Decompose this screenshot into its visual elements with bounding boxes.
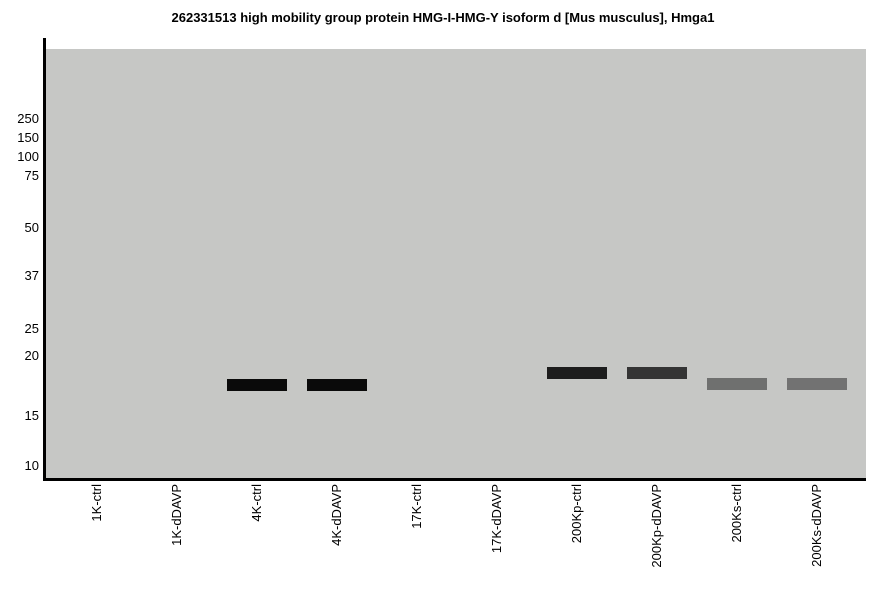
- gel-band: [227, 379, 287, 391]
- y-tick-label: 150: [17, 130, 39, 145]
- gel-band: [787, 378, 847, 390]
- y-tick-label: 37: [24, 268, 39, 283]
- lane-label: 4K-ctrl: [249, 484, 264, 522]
- gel-band: [307, 379, 367, 391]
- lane-label: 1K-dDAVP: [169, 484, 184, 546]
- gel-band: [547, 367, 607, 379]
- lane-label: 200Ks-ctrl: [729, 484, 744, 543]
- lane-label: 17K-ctrl: [409, 484, 424, 529]
- y-tick-label: 25: [24, 321, 39, 336]
- y-tick-label: 20: [24, 348, 39, 363]
- y-tick-label: 15: [24, 408, 39, 423]
- y-axis-line: [43, 38, 46, 481]
- y-tick-label: 10: [24, 458, 39, 473]
- lane-label: 4K-dDAVP: [329, 484, 344, 546]
- lane-label: 17K-dDAVP: [489, 484, 504, 554]
- y-tick-label: 100: [17, 149, 39, 164]
- lane-label: 200Kp-dDAVP: [649, 484, 664, 568]
- x-axis-line: [43, 478, 866, 481]
- lane-label: 200Ks-dDAVP: [809, 484, 824, 567]
- y-tick-label: 75: [24, 168, 39, 183]
- figure-title: 262331513 high mobility group protein HM…: [171, 10, 715, 25]
- gel-band: [707, 378, 767, 390]
- plot-area-background: [46, 49, 866, 478]
- lane-label: 1K-ctrl: [89, 484, 104, 522]
- y-tick-label: 250: [17, 111, 39, 126]
- lane-label: 200Kp-ctrl: [569, 484, 584, 544]
- gel-band: [627, 367, 687, 379]
- y-tick-label: 50: [24, 220, 39, 235]
